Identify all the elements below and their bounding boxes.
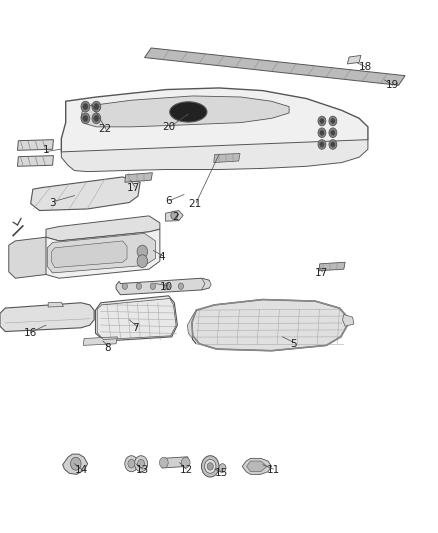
Polygon shape — [61, 140, 368, 172]
Circle shape — [125, 456, 138, 472]
Polygon shape — [81, 96, 289, 127]
Text: 1: 1 — [42, 146, 49, 155]
Polygon shape — [9, 237, 46, 278]
Text: 14: 14 — [74, 465, 88, 475]
Text: 7: 7 — [132, 323, 139, 333]
Circle shape — [331, 118, 335, 124]
Polygon shape — [347, 55, 361, 64]
Text: 12: 12 — [180, 465, 193, 475]
Text: 19: 19 — [385, 80, 399, 90]
Polygon shape — [166, 211, 183, 221]
Polygon shape — [201, 278, 211, 290]
Text: 10: 10 — [160, 282, 173, 292]
Polygon shape — [31, 177, 140, 211]
Polygon shape — [214, 154, 240, 163]
Circle shape — [205, 459, 216, 473]
Circle shape — [171, 211, 178, 220]
Circle shape — [83, 103, 88, 110]
Polygon shape — [46, 216, 160, 241]
Polygon shape — [18, 140, 53, 150]
Circle shape — [207, 463, 213, 470]
Text: 13: 13 — [136, 465, 149, 475]
Circle shape — [318, 128, 326, 138]
Circle shape — [181, 457, 190, 468]
Polygon shape — [192, 300, 347, 351]
Polygon shape — [83, 337, 117, 345]
Circle shape — [318, 116, 326, 126]
Polygon shape — [0, 303, 94, 332]
Polygon shape — [187, 310, 196, 344]
Polygon shape — [47, 233, 155, 273]
Polygon shape — [95, 296, 177, 341]
Circle shape — [201, 456, 219, 477]
Circle shape — [329, 128, 337, 138]
Circle shape — [138, 459, 145, 468]
Polygon shape — [343, 314, 354, 326]
Polygon shape — [52, 241, 127, 268]
Text: 21: 21 — [188, 199, 201, 208]
Text: 8: 8 — [104, 343, 111, 352]
Ellipse shape — [170, 102, 207, 122]
Circle shape — [219, 464, 226, 472]
Circle shape — [81, 101, 90, 112]
Circle shape — [159, 457, 168, 468]
Text: 16: 16 — [24, 328, 37, 338]
Text: 15: 15 — [215, 469, 228, 478]
Circle shape — [320, 130, 324, 135]
Polygon shape — [42, 229, 160, 278]
Circle shape — [329, 116, 337, 126]
Circle shape — [128, 459, 135, 468]
Circle shape — [318, 140, 326, 149]
Circle shape — [178, 283, 184, 289]
Text: 17: 17 — [315, 268, 328, 278]
Text: 5: 5 — [290, 339, 297, 349]
Circle shape — [137, 255, 148, 268]
Circle shape — [329, 140, 337, 149]
Circle shape — [81, 113, 90, 124]
Text: 11: 11 — [267, 465, 280, 475]
Circle shape — [164, 283, 170, 289]
Circle shape — [83, 115, 88, 122]
Polygon shape — [61, 88, 368, 169]
Polygon shape — [160, 457, 189, 468]
Polygon shape — [18, 156, 53, 166]
Polygon shape — [125, 173, 152, 182]
Polygon shape — [145, 48, 405, 85]
Text: 18: 18 — [359, 62, 372, 71]
Text: 3: 3 — [49, 198, 56, 207]
Circle shape — [134, 456, 148, 472]
Text: 6: 6 — [165, 197, 172, 206]
Polygon shape — [242, 458, 272, 474]
Circle shape — [122, 283, 127, 289]
Polygon shape — [319, 262, 345, 271]
Circle shape — [94, 115, 99, 122]
Circle shape — [320, 118, 324, 124]
Circle shape — [92, 113, 101, 124]
Circle shape — [331, 142, 335, 147]
Circle shape — [150, 283, 155, 289]
Circle shape — [94, 103, 99, 110]
Polygon shape — [48, 302, 64, 307]
Text: 2: 2 — [172, 213, 179, 222]
Text: 20: 20 — [162, 122, 175, 132]
Polygon shape — [247, 461, 267, 472]
Circle shape — [136, 283, 141, 289]
Text: 17: 17 — [127, 183, 140, 192]
Text: 4: 4 — [159, 252, 166, 262]
Circle shape — [92, 101, 101, 112]
Polygon shape — [63, 454, 88, 474]
Polygon shape — [116, 278, 209, 295]
Circle shape — [331, 130, 335, 135]
Circle shape — [71, 457, 81, 470]
Circle shape — [320, 142, 324, 147]
Circle shape — [137, 245, 148, 258]
Text: 22: 22 — [99, 124, 112, 134]
